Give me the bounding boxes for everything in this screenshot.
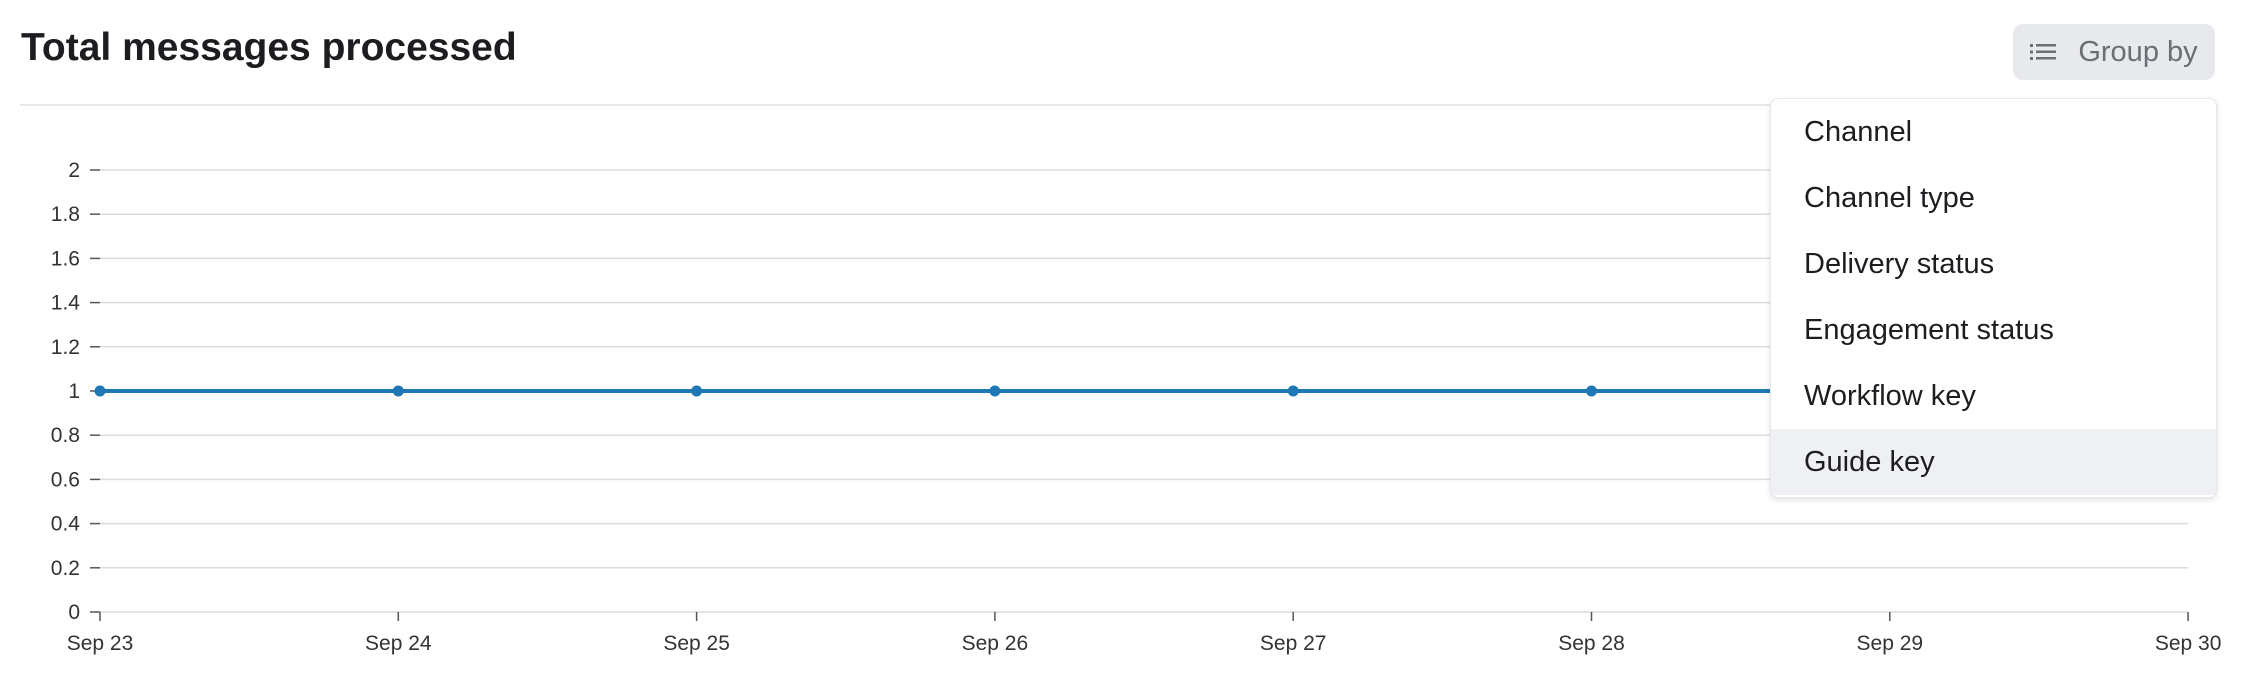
menu-item-delivery-status[interactable]: Delivery status [1804, 247, 1995, 280]
x-tick-label: Sep 26 [962, 632, 1029, 655]
y-tick-label: 1.2 [51, 336, 80, 359]
y-tick-label: 1.8 [51, 203, 80, 226]
data-point[interactable] [94, 385, 106, 397]
x-tick-label: Sep 24 [365, 632, 432, 655]
chart-title: Total messages processed [21, 26, 517, 69]
list-icon [2030, 36, 2057, 69]
header-divider [20, 104, 2218, 106]
group-by-menu: Channel Channel type Delivery status Engage… [1770, 98, 2217, 498]
menu-item-channel-type[interactable]: Channel type [1804, 181, 1975, 214]
x-tick-label: Sep 30 [2155, 632, 2222, 655]
y-tick-label: 0.6 [51, 468, 80, 491]
y-tick-label: 1.6 [51, 247, 80, 270]
menu-item-workflow-key[interactable]: Workflow key [1804, 379, 1976, 412]
y-tick-label: 0.2 [51, 557, 80, 580]
data-point[interactable] [989, 385, 1001, 397]
x-tick-label: Sep 29 [1857, 632, 1924, 655]
data-point[interactable] [1287, 385, 1299, 397]
group-by-button[interactable]: Group by [2013, 24, 2215, 80]
menu-item-guide-key[interactable]: Guide key [1771, 429, 2216, 495]
data-point[interactable] [392, 385, 404, 397]
x-tick-label: Sep 28 [1558, 632, 1625, 655]
y-tick-label: 0 [68, 601, 80, 624]
group-by-label: Group by [2078, 35, 2198, 68]
menu-item-channel[interactable]: Channel [1804, 115, 1913, 148]
x-tick-label: Sep 25 [663, 632, 730, 655]
data-point[interactable] [1586, 385, 1597, 397]
x-tick-label: Sep 23 [67, 632, 134, 655]
menu-item-engagement-status[interactable]: Engagement status [1804, 313, 2054, 346]
x-tick-label: Sep 27 [1260, 632, 1327, 655]
y-tick-label: 0.4 [51, 513, 81, 536]
y-tick-label: 2 [68, 159, 80, 182]
y-tick-label: 1.4 [51, 292, 81, 315]
y-tick-label: 1 [68, 380, 80, 403]
y-tick-label: 0.8 [51, 424, 80, 447]
data-point[interactable] [691, 385, 703, 397]
